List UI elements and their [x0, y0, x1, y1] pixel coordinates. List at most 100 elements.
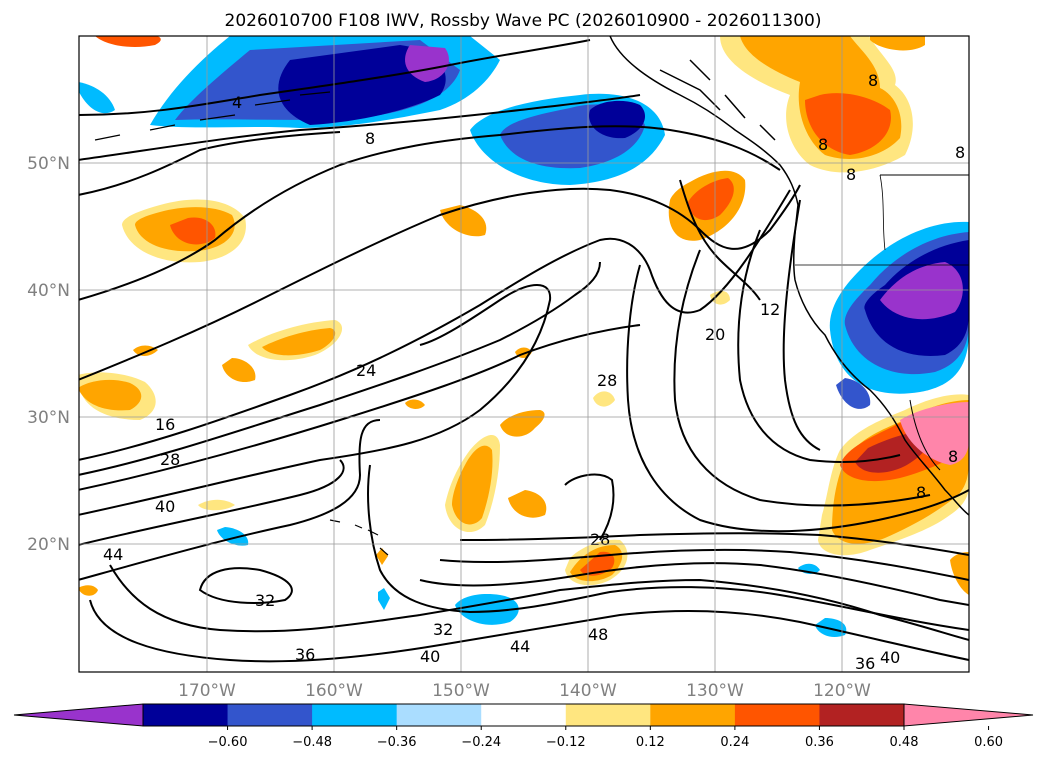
contour-label: 28: [597, 371, 617, 390]
contour-label: 8: [868, 71, 878, 90]
contour-40b: [439, 548, 969, 581]
iwv-contours: [79, 39, 969, 663]
lon-label-160w: 160°W: [305, 681, 363, 701]
colorbar-cell: [227, 704, 313, 726]
contour-label: 8: [365, 129, 375, 148]
contour-label: 44: [103, 545, 123, 564]
lon-label-120w: 120°W: [813, 681, 871, 701]
contour-32-closed: [198, 567, 293, 604]
contour-label: 8: [846, 165, 856, 184]
colorbar-tick-label: −0.48: [292, 735, 332, 750]
positive-anomaly-patches: [79, 36, 969, 596]
lat-label-50n: 50°N: [27, 154, 70, 174]
colorbar-cell: [312, 704, 398, 726]
anomaly-patch: [815, 618, 847, 637]
colorbar: −0.60 −0.48 −0.36 −0.24 −0.12 0.12 0.24 0.36 0.4…: [13, 703, 1034, 750]
anomaly-patch: [855, 431, 931, 473]
anomaly-patch: [452, 445, 493, 525]
contour-label: 40: [880, 648, 900, 667]
contour-label: 24: [356, 361, 376, 380]
anomaly-patch: [79, 585, 98, 596]
contour-44: [89, 599, 969, 663]
colorbar-tick-label: −0.24: [461, 735, 501, 750]
negative-anomaly-patches: [79, 36, 969, 637]
colorbar-tick-label: 0.48: [890, 735, 919, 750]
contour-16: [79, 184, 801, 381]
contour-24b: [626, 264, 969, 533]
lon-label-140w: 140°W: [559, 681, 617, 701]
anomaly-patch: [900, 402, 969, 465]
lon-label-170w: 170°W: [178, 681, 236, 701]
lat-label-40n: 40°N: [27, 281, 70, 301]
contour-label: 28: [160, 450, 180, 469]
contour-label: 40: [420, 647, 440, 666]
contour-labels: 4 8 8 8 8 8 8 8 12 16 20 24 28 28 28 32 …: [103, 71, 965, 673]
anomaly-patch: [580, 551, 615, 576]
contour-20: [79, 189, 791, 461]
colorbar-ticks: −0.60 −0.48 −0.36 −0.24 −0.12 0.12 0.24 0.36 0.4…: [208, 726, 1003, 750]
contour-label: 8: [818, 135, 828, 154]
anomaly-patch: [950, 552, 969, 595]
contour-label: 36: [855, 654, 875, 673]
colorbar-cell: [481, 704, 567, 726]
lat-label-30n: 30°N: [27, 408, 70, 428]
contour-28b: [79, 284, 552, 516]
contour-label: 36: [295, 645, 315, 664]
hawaiian-islands: [329, 519, 389, 556]
contour-label: 8: [948, 447, 958, 466]
contour-8b: [79, 131, 341, 196]
contour-label: 4: [232, 93, 242, 112]
contour-8c: [782, 199, 821, 451]
contour-label: 8: [916, 483, 926, 502]
contour-label: 32: [255, 591, 275, 610]
state-borders: [795, 174, 969, 266]
anomaly-patch: [836, 378, 871, 409]
contour-label: 32: [433, 620, 453, 639]
colorbar-cell: [734, 704, 820, 726]
contour-label: 8: [955, 143, 965, 162]
colorbar-tick-label: −0.36: [377, 735, 417, 750]
anomaly-patch: [79, 379, 142, 411]
contour-16b: [679, 179, 761, 301]
anomaly-patch: [79, 82, 115, 114]
canada-border: [880, 36, 969, 176]
contour-44b: [419, 562, 969, 606]
contour-24: [79, 261, 601, 476]
colorbar-cell: [565, 704, 651, 726]
gridlines: [79, 36, 969, 672]
lat-label-20n: 20°N: [27, 535, 70, 555]
anomaly-patch: [95, 36, 161, 47]
map-area: 4 8 8 8 8 8 8 8 12 16 20 24 28 28 28 32 …: [79, 36, 969, 673]
colorbar-cell: [904, 704, 1033, 726]
aleutian-islands: [94, 91, 331, 141]
contour-label: 44: [510, 637, 530, 656]
colorbar-cell: [396, 704, 482, 726]
lon-label-130w: 130°W: [686, 681, 744, 701]
colorbar-cell: [650, 704, 736, 726]
colorbar-tick-label: 0.24: [720, 735, 749, 750]
anomaly-patch: [262, 328, 336, 356]
map-title: 2026010700 F108 IWV, Rossby Wave PC (202…: [225, 11, 822, 31]
contour-40: [109, 564, 969, 641]
lon-label-150w: 150°W: [432, 681, 490, 701]
anomaly-patch: [222, 358, 256, 383]
colorbar-cell: [143, 704, 229, 726]
colorbar-tick-label: 0.60: [974, 735, 1003, 750]
north-america-coastline: [609, 36, 969, 516]
baja-peninsula: [909, 399, 941, 471]
longitude-labels: 170°W 160°W 150°W 140°W 130°W 120°W: [178, 681, 871, 701]
coastlines: [94, 36, 969, 556]
anomaly-patch: [880, 262, 963, 320]
colorbar-cell: [819, 704, 905, 726]
contour-label: 16: [155, 415, 175, 434]
alaska-panhandle-islands: [659, 59, 776, 141]
anomaly-patch: [508, 490, 547, 518]
anomaly-patch: [217, 527, 249, 546]
contour-32: [79, 459, 345, 546]
colorbar-cells: [14, 704, 1033, 726]
anomaly-patch: [133, 345, 158, 356]
contour-36: [79, 419, 381, 581]
contour-label: 28: [590, 530, 610, 549]
anomaly-patch: [870, 36, 925, 51]
anomaly-patch: [278, 45, 446, 125]
